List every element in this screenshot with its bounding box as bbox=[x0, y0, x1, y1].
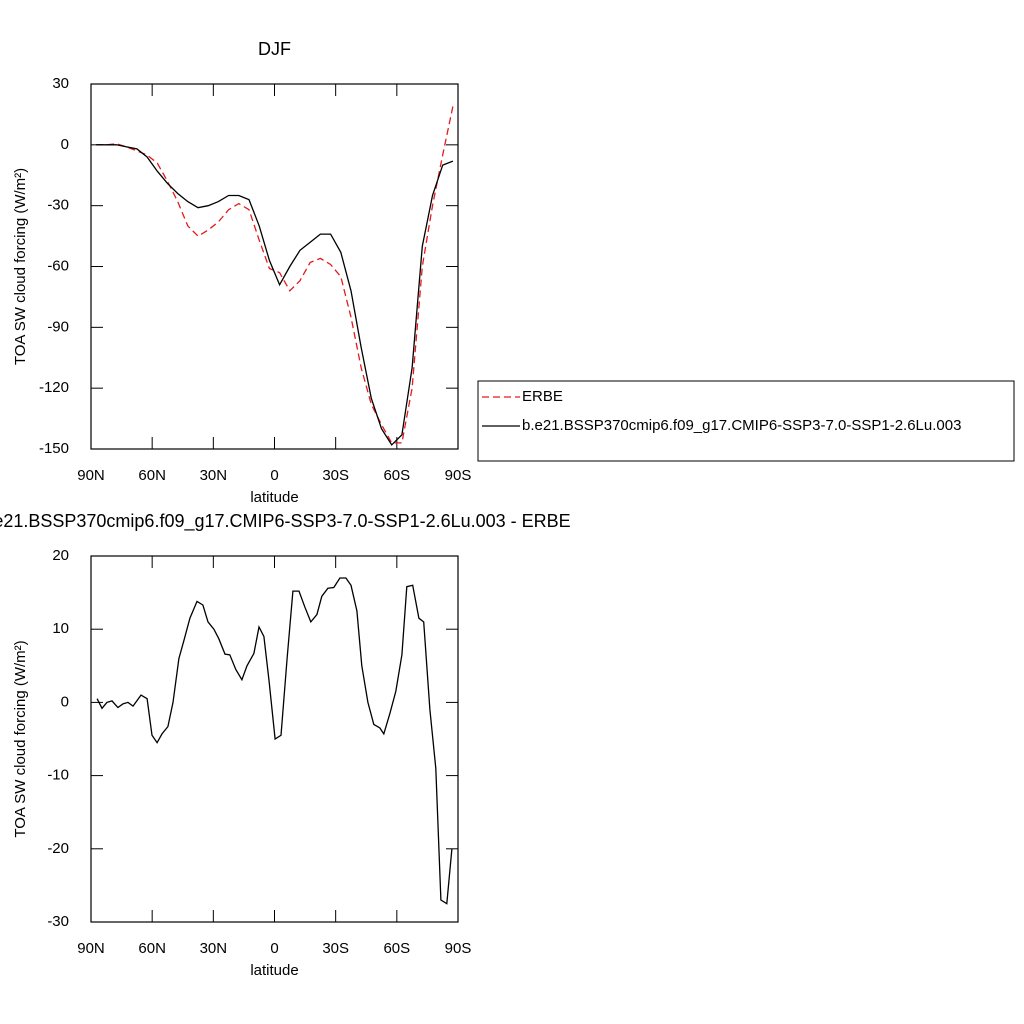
x-tick-label: 30S bbox=[322, 940, 349, 957]
legend-label: ERBE bbox=[522, 388, 563, 405]
y-tick-label: -120 bbox=[39, 379, 69, 396]
x-tick-label: 60N bbox=[138, 467, 166, 484]
x-tick-label: 0 bbox=[270, 467, 278, 484]
chart-title: b.e21.BSSP370cmip6.f09_g17.CMIP6-SSP3-7.… bbox=[0, 511, 571, 532]
series-line bbox=[96, 577, 453, 905]
legend-frame bbox=[477, 380, 1015, 462]
chart-title: DJF bbox=[258, 39, 291, 59]
x-tick-label: 0 bbox=[270, 940, 278, 957]
x-tick-label: 90S bbox=[445, 940, 472, 957]
x-axis-label: latitude bbox=[250, 489, 298, 506]
y-tick-label: -150 bbox=[39, 440, 69, 457]
y-tick-label: -90 bbox=[47, 318, 69, 335]
series-line bbox=[96, 144, 454, 446]
y-axis-label: TOA SW cloud forcing (W/m²) bbox=[12, 640, 29, 837]
plot-frame bbox=[90, 555, 459, 923]
y-axis-label: TOA SW cloud forcing (W/m²) bbox=[12, 168, 29, 365]
x-tick-label: 30N bbox=[200, 940, 228, 957]
y-tick-label: -10 bbox=[47, 767, 69, 784]
x-tick-label: 30N bbox=[200, 467, 228, 484]
x-axis-label: latitude bbox=[250, 962, 298, 979]
x-tick-label: 60S bbox=[383, 467, 410, 484]
x-tick-label: 90N bbox=[77, 940, 105, 957]
y-tick-label: -30 bbox=[47, 913, 69, 930]
y-tick-label: 0 bbox=[61, 693, 69, 710]
y-tick-label: -30 bbox=[47, 197, 69, 214]
legend-label: b.e21.BSSP370cmip6.f09_g17.CMIP6-SSP3-7.… bbox=[522, 417, 961, 434]
legend: ERBE b.e21.BSSP370cmip6.f09_g17.CMIP6-SSP… bbox=[477, 380, 1015, 462]
y-tick-label: 10 bbox=[52, 620, 69, 637]
y-tick-label: 0 bbox=[61, 136, 69, 153]
x-tick-label: 60N bbox=[138, 940, 166, 957]
y-tick-label: 20 bbox=[52, 547, 69, 564]
x-tick-label: 30S bbox=[322, 467, 349, 484]
series-line bbox=[96, 106, 454, 444]
y-tick-label: -20 bbox=[47, 840, 69, 857]
plot-frame bbox=[90, 83, 459, 450]
y-tick-label: -60 bbox=[47, 257, 69, 274]
x-tick-label: 90N bbox=[77, 467, 105, 484]
y-tick-label: 30 bbox=[52, 75, 69, 92]
x-tick-label: 60S bbox=[383, 940, 410, 957]
x-tick-label: 90S bbox=[445, 467, 472, 484]
